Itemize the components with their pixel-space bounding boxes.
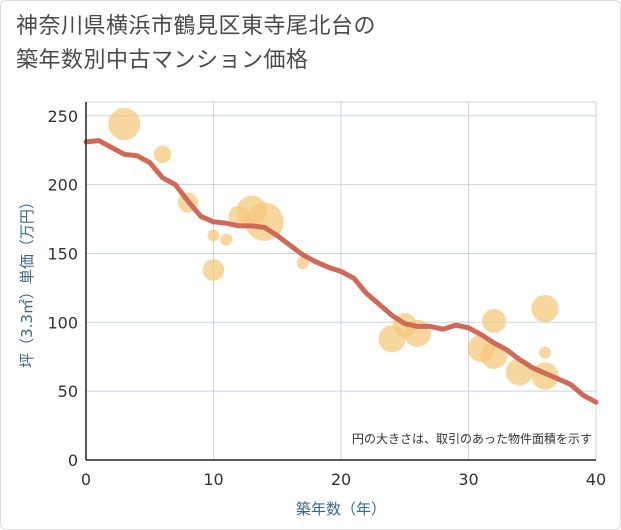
bubble-point [153,145,172,164]
bubble-point [296,257,309,270]
x-axis-label: 築年数（年） [296,500,386,518]
trend-line-group [83,138,599,405]
bubble-point [202,259,225,281]
axes: 0 10 20 30 40 0 50 100 150 200 250 [47,102,606,489]
x-tick-label: 0 [81,470,91,489]
bubble-point [207,229,220,242]
size-legend-note: 円の大きさは、取引のあった物件面積を示す [352,431,592,446]
y-axis-label: 坪（3.3㎡）単価（万円） [18,194,36,368]
bubble-point [482,308,506,333]
chart-title-line2: 築年数別中古マンション価格 [16,48,309,73]
y-tick-label: 0 [68,451,78,470]
bubble-point [539,346,551,359]
y-tick-label: 250 [47,107,78,126]
trend-line [83,138,599,405]
x-tick-label: 20 [331,470,351,489]
y-tick-label: 50 [58,382,78,401]
x-tick-label: 40 [586,470,606,489]
x-tick-label: 10 [203,470,223,489]
bubble-point [220,233,233,246]
y-tick-label: 100 [47,313,78,332]
bubble-point [108,108,141,141]
bubble-point [531,294,559,323]
chart-title-line1: 神奈川県横浜市鶴見区東寺尾北台の [16,14,377,39]
y-tick-label: 200 [47,176,78,195]
bubble-series [108,108,559,390]
x-tick-label: 30 [458,470,478,489]
chart-title: 神奈川県横浜市鶴見区東寺尾北台の 築年数別中古マンション価格 [16,10,376,78]
y-tick-label: 150 [47,244,78,263]
grid-lines [85,101,597,461]
